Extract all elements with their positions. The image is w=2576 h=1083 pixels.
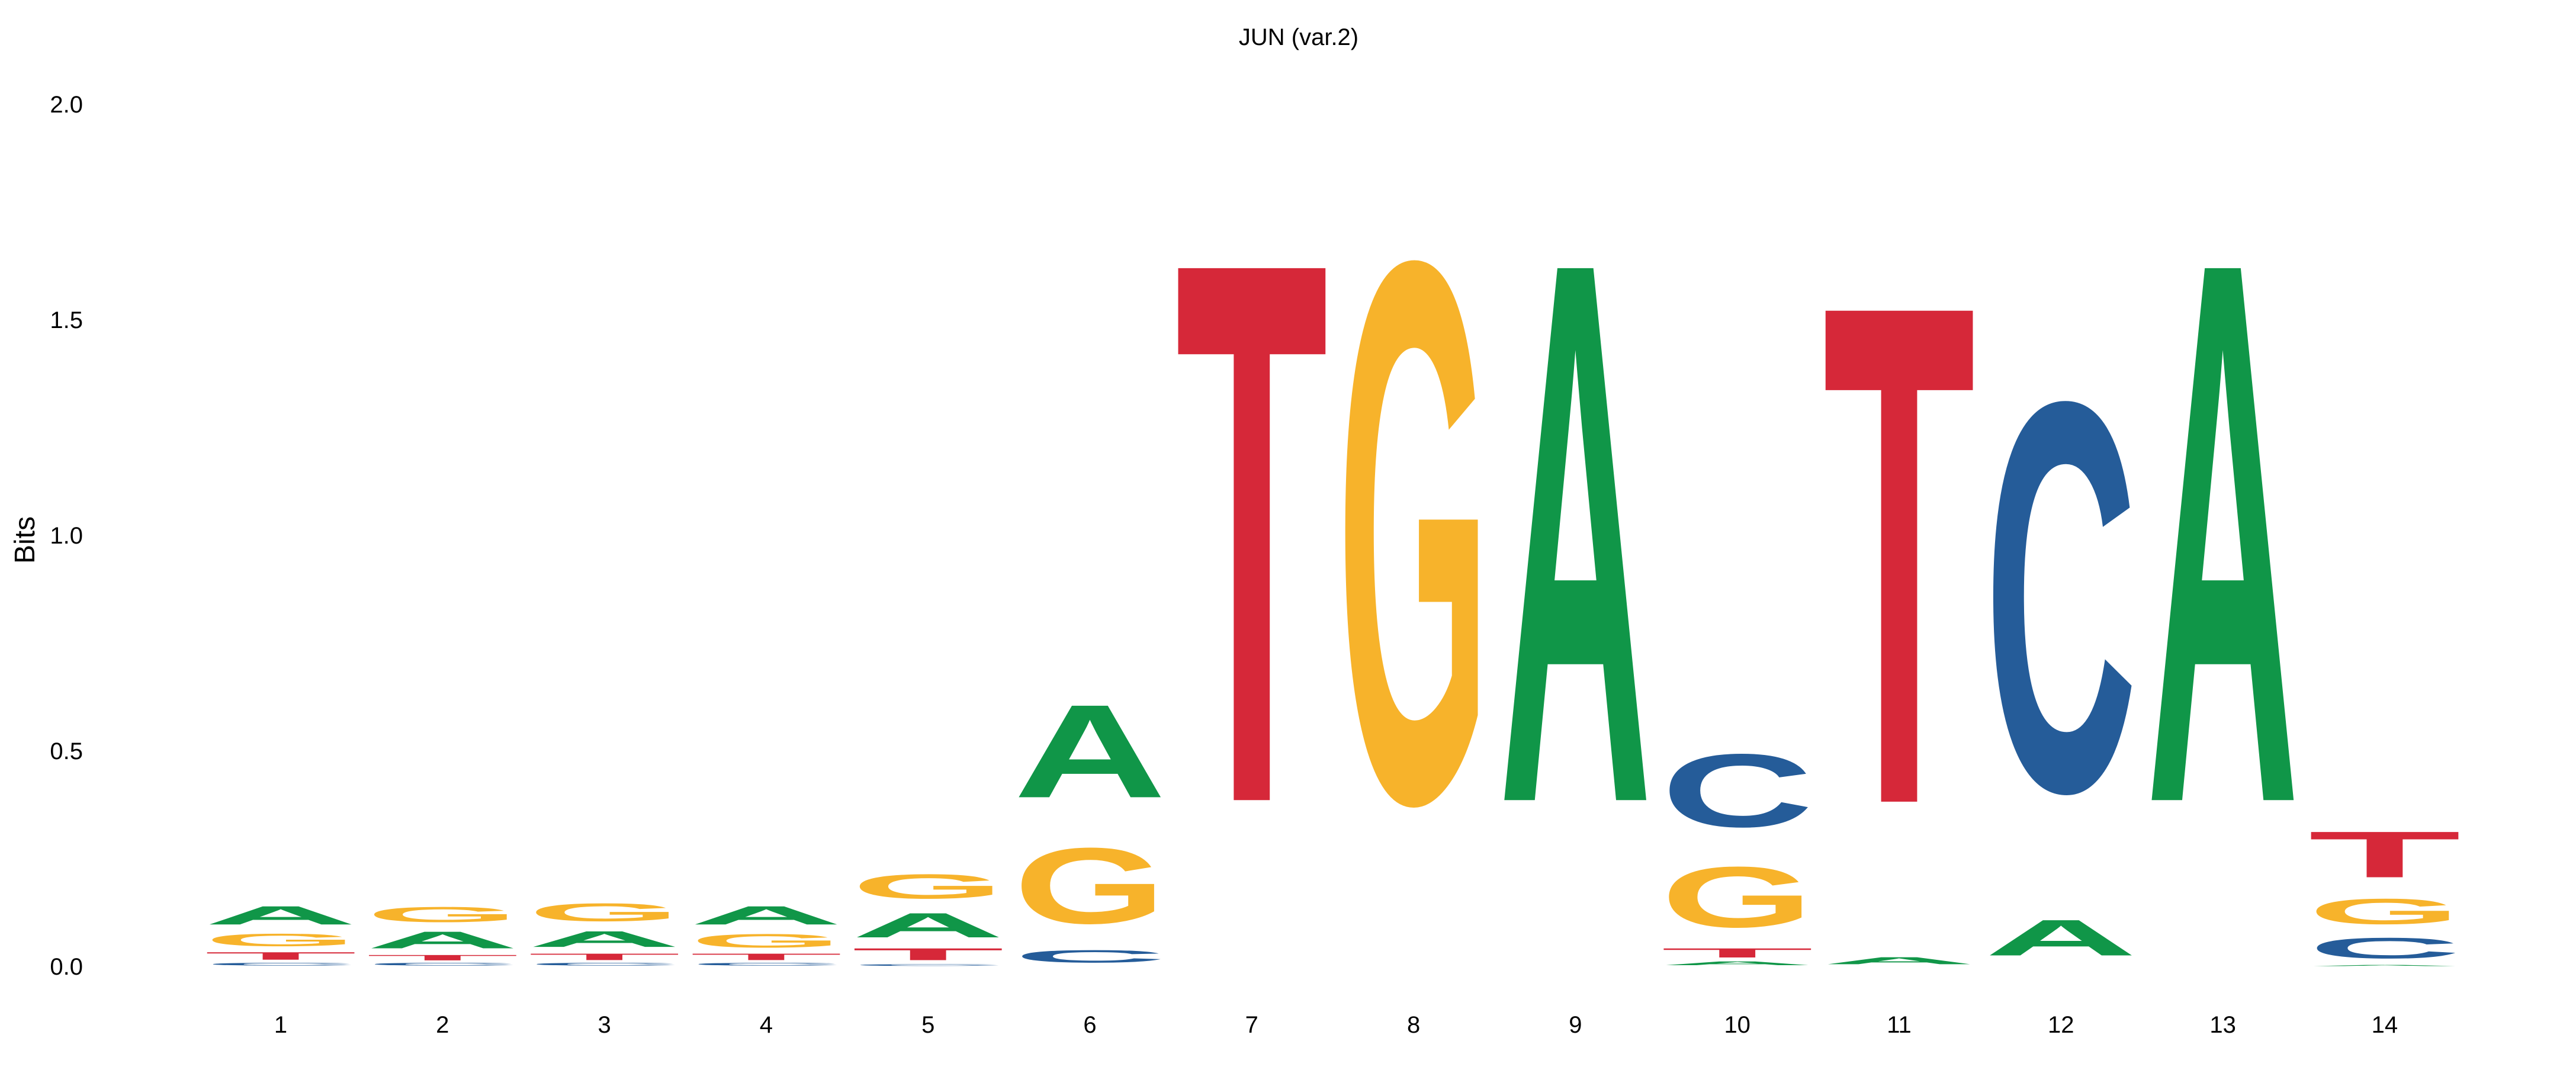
logo-letter-C: C (1984, 285, 2137, 908)
logo-letter-A: A (1499, 100, 1652, 965)
y-tick-label: 1.0 (50, 523, 83, 549)
x-tick-label: 11 (1887, 1012, 1912, 1038)
x-axis-ticks: 1 2 3 4 5 6 7 8 9 10 11 12 13 14 (274, 1012, 2398, 1038)
y-axis-label: Bits (9, 516, 41, 564)
logo-letter-G: G (204, 930, 357, 950)
x-tick-label: 1 (274, 1012, 287, 1038)
x-tick-label: 10 (1724, 1012, 1750, 1038)
logo-letter-T: T (690, 952, 843, 962)
x-tick-label: 3 (598, 1012, 611, 1038)
logo-letter-A: A (204, 901, 357, 930)
logo-letter-C: C (690, 962, 843, 966)
y-tick-label: 0.5 (50, 738, 83, 764)
logo-letter-G: G (528, 898, 681, 927)
logo-column: T (1175, 99, 1328, 964)
logo-letter-T: T (366, 953, 519, 962)
logo-letter-C: C (528, 962, 681, 966)
logo-column: AT (1823, 156, 1976, 966)
y-axis-ticks: 0.0 0.5 1.0 1.5 2.0 (50, 92, 83, 980)
logo-column: G (1337, 101, 1490, 964)
logo-letter-T: T (2308, 818, 2461, 891)
logo-letter-G: G (2308, 891, 2461, 932)
logo-letter-A: A (366, 927, 519, 953)
logo-letter-T: T (852, 945, 1004, 964)
logo-letter-T: T (1175, 99, 1328, 964)
logo-letter-A: A (1014, 677, 1167, 826)
logo-column: A (2147, 100, 2299, 965)
logo-letter-C: C (366, 962, 519, 966)
logo-letter-T: T (1661, 946, 1814, 960)
logo-letter-G: G (1014, 825, 1167, 946)
x-tick-label: 7 (1245, 1012, 1258, 1038)
x-tick-label: 12 (2048, 1012, 2074, 1038)
x-tick-label: 9 (1569, 1012, 1582, 1038)
x-tick-label: 8 (1407, 1012, 1420, 1038)
x-tick-label: 6 (1083, 1012, 1096, 1038)
x-tick-label: 5 (921, 1012, 934, 1038)
logo-column: A (1499, 100, 1652, 965)
logo-letter-A: A (1823, 955, 1976, 966)
logo-letter-T: T (204, 950, 357, 962)
logo-letter-T: T (528, 952, 681, 962)
logo-letter-G: G (1661, 849, 1814, 946)
logo-letter-T: T (1823, 156, 1976, 954)
logo-letter-G: G (690, 930, 843, 952)
y-tick-label: 1.5 (50, 307, 83, 333)
logo-letter-C: C (204, 962, 357, 966)
logo-letter-A: A (1661, 960, 1814, 966)
chart-title: JUN (var.2) (1239, 24, 1358, 50)
logo-letter-A: A (528, 927, 681, 952)
x-tick-label: 2 (436, 1012, 449, 1038)
logo-letter-A: A (1984, 910, 2137, 966)
logo-column: AC (1984, 285, 2137, 966)
logo-letter-C: C (2308, 932, 2461, 965)
logo-letter-A: A (690, 901, 843, 930)
logo-letter-G: G (1337, 101, 1490, 964)
logo-letter-C: C (1014, 946, 1167, 966)
logo-letter-G: G (366, 902, 519, 927)
y-tick-label: 2.0 (50, 92, 83, 118)
y-tick-label: 0.0 (50, 954, 83, 980)
x-tick-label: 13 (2209, 1012, 2236, 1038)
logo-letter-A: A (852, 906, 1004, 945)
x-tick-label: 14 (2372, 1012, 2398, 1038)
logo-letter-A: A (2308, 965, 2461, 966)
logo-letter-G: G (852, 867, 1004, 906)
logo-letter-C: C (1661, 732, 1814, 849)
logo-letter-A: A (2147, 100, 2299, 965)
x-tick-label: 4 (760, 1012, 773, 1038)
logo-letter-C: C (852, 964, 1004, 966)
logo-column: CGA (1014, 677, 1167, 966)
